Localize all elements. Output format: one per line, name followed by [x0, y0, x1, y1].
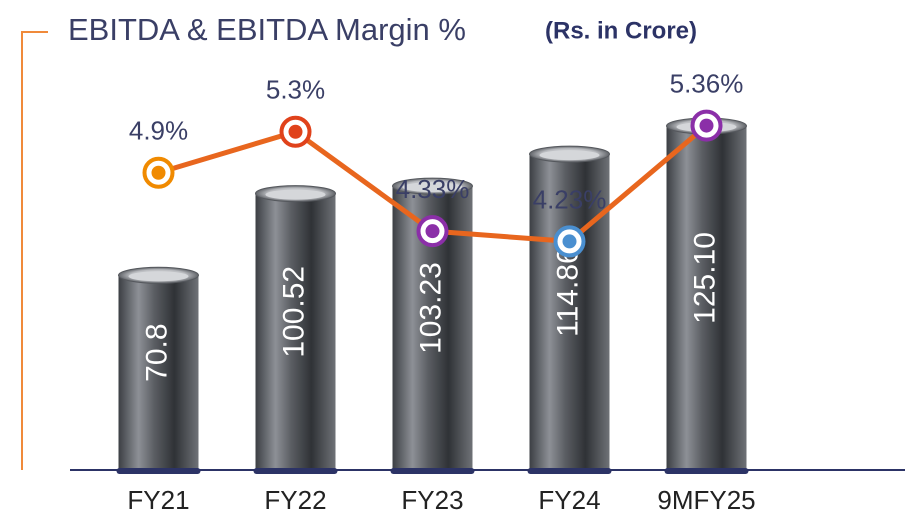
- margin-marker-dot: [425, 224, 440, 239]
- margin-label: 4.33%: [396, 174, 470, 204]
- value-label: 70.8: [140, 323, 173, 381]
- value-label: 100.52: [277, 266, 310, 358]
- value-label: 125.10: [688, 232, 721, 324]
- chart-title: EBITDA & EBITDA Margin %: [68, 12, 466, 47]
- bar: [666, 125, 747, 470]
- margin-marker-dot: [562, 234, 577, 249]
- bar: [255, 193, 336, 470]
- bar-foot: [664, 468, 749, 474]
- margin-marker-dot: [151, 165, 166, 180]
- x-tick-label: FY22: [264, 485, 326, 515]
- x-tick-label: FY21: [127, 485, 189, 515]
- margin-marker-dot: [699, 118, 714, 133]
- bar-foot: [116, 468, 201, 474]
- x-tick-label: FY23: [401, 485, 463, 515]
- frame-bracket: [21, 31, 48, 470]
- x-tick-label: FY24: [538, 485, 600, 515]
- margin-label: 5.3%: [266, 75, 325, 105]
- bar: [529, 154, 610, 470]
- bar-foot: [390, 468, 475, 474]
- value-label: 114.86: [551, 247, 584, 337]
- margin-marker-dot: [288, 124, 303, 139]
- bar-cap-hole: [402, 182, 463, 193]
- bar-cap-hole: [539, 150, 600, 161]
- margin-label: 4.9%: [129, 116, 188, 146]
- value-label: 103.23: [414, 262, 447, 354]
- margin-label: 4.23%: [533, 184, 607, 214]
- x-tick-label: 9MFY25: [657, 485, 755, 515]
- bar-foot: [253, 468, 338, 474]
- bar-cap-hole: [128, 271, 189, 282]
- bar: [118, 275, 199, 470]
- bar-cap-hole: [265, 189, 326, 200]
- chart-subtitle: (Rs. in Crore): [545, 17, 697, 44]
- bar-foot: [527, 468, 612, 474]
- margin-label: 5.36%: [670, 68, 744, 98]
